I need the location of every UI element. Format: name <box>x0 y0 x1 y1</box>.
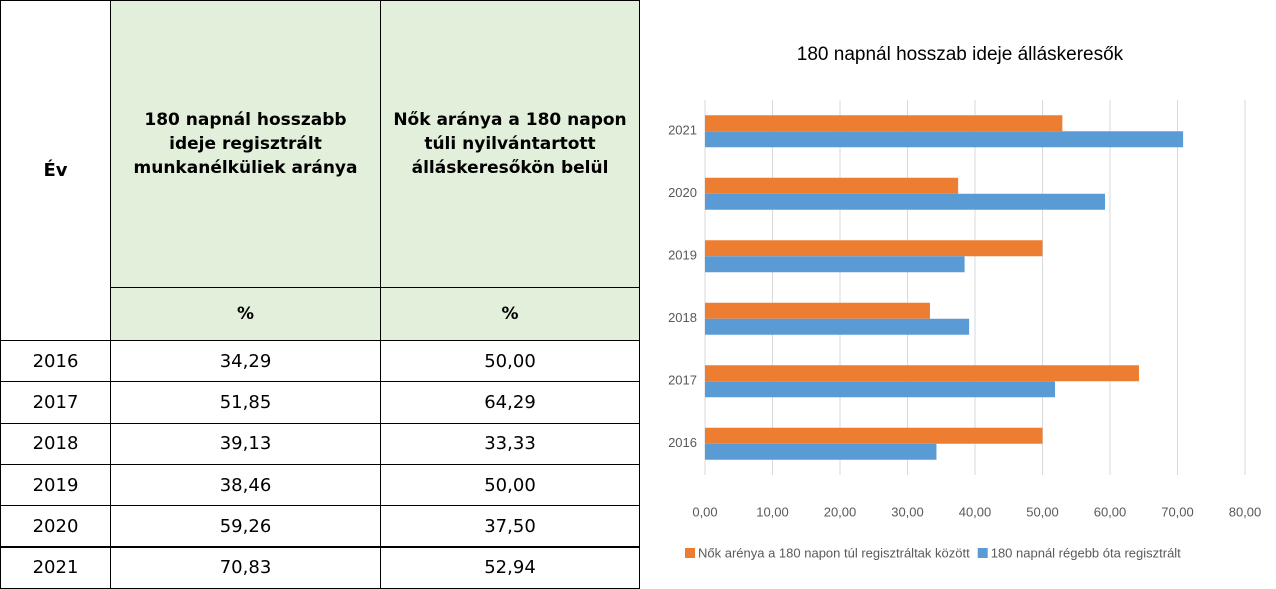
table-cell: 2016 <box>0 340 111 383</box>
legend-swatch <box>685 548 695 558</box>
header-unit: % <box>110 287 381 341</box>
header-col2: Nők aránya a 180 napon túli nyilvántarto… <box>380 0 640 288</box>
bar <box>705 318 970 335</box>
table-cell: 59,26 <box>110 505 381 548</box>
x-tick-label: 80,00 <box>1229 504 1262 519</box>
table-cell: 2021 <box>0 546 111 589</box>
bar <box>705 131 1184 148</box>
x-tick-label: 40,00 <box>959 504 992 519</box>
header-col1: 180 napnál hosszabb ideje regisztrált mu… <box>110 0 381 288</box>
x-tick-label: 60,00 <box>1094 504 1127 519</box>
bar <box>705 365 1139 382</box>
table-cell: 2020 <box>0 505 111 548</box>
table-cell: 37,50 <box>380 505 640 548</box>
table-cell: 2017 <box>0 381 111 424</box>
table-cell: 38,46 <box>110 463 381 507</box>
bar <box>705 381 1055 398</box>
y-tick-label: 2019 <box>668 248 697 263</box>
table-cell: 50,00 <box>380 340 640 383</box>
bar <box>705 256 965 273</box>
header-unit: % <box>380 287 640 341</box>
bar <box>705 115 1063 132</box>
header-year: Év <box>0 0 111 341</box>
table-cell: 2019 <box>0 463 111 507</box>
x-tick-label: 70,00 <box>1161 504 1194 519</box>
x-tick-label: 30,00 <box>891 504 924 519</box>
bar <box>705 177 959 194</box>
table-cell: 50,00 <box>380 463 640 507</box>
y-tick-label: 2016 <box>668 435 697 450</box>
x-tick-label: 20,00 <box>824 504 857 519</box>
chart: 180 napnál hosszab ideje álláskeresők 0,… <box>668 44 1262 560</box>
table-cell: 52,94 <box>380 546 640 589</box>
x-tick-label: 50,00 <box>1026 504 1059 519</box>
bar <box>705 302 930 319</box>
table-cell: 2018 <box>0 422 111 465</box>
x-tick-label: 0,00 <box>692 504 717 519</box>
table-cell: 34,29 <box>110 340 381 383</box>
y-tick-label: 2021 <box>668 123 697 138</box>
legend-label: 180 napnál régebb óta regisztrált <box>991 545 1181 560</box>
x-tick-label: 10,00 <box>756 504 789 519</box>
bar <box>705 427 1043 444</box>
table-cell: 33,33 <box>380 422 640 465</box>
y-tick-label: 2017 <box>668 373 697 388</box>
chart-title: 180 napnál hosszab ideje álláskeresők <box>797 44 1124 65</box>
legend-label: Nők arénya a 180 napon túl regisztráltak… <box>698 545 970 560</box>
bar <box>705 443 937 460</box>
table-cell: 51,85 <box>110 381 381 424</box>
y-tick-label: 2020 <box>668 185 697 200</box>
y-tick-label: 2018 <box>668 310 697 325</box>
table-cell: 39,13 <box>110 422 381 465</box>
bar <box>705 193 1106 210</box>
table-cell: 64,29 <box>380 381 640 424</box>
table-cell: 70,83 <box>110 546 381 589</box>
legend-swatch <box>977 548 988 558</box>
bar <box>705 240 1043 257</box>
